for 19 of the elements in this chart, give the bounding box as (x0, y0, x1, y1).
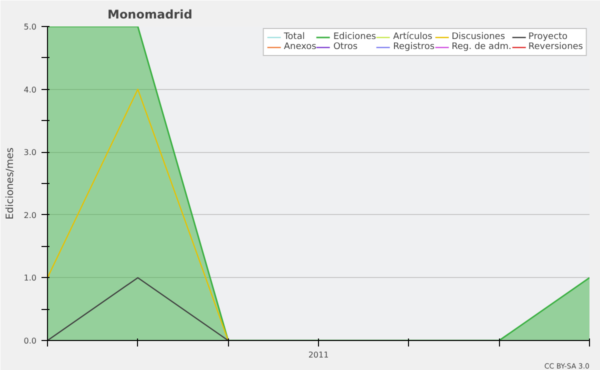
y-axis-title: Ediciones/mes (4, 147, 16, 220)
legend-label: Artículos (393, 32, 432, 42)
legend-label: Discusiones (452, 32, 506, 42)
y-tick-label: 2.0 (24, 210, 37, 220)
y-tick-label: 1.0 (24, 274, 37, 283)
y-tick-label: 3.0 (24, 148, 37, 158)
y-tick-label: 4.0 (24, 85, 37, 94)
legend-label: Anexos (284, 42, 316, 52)
y-tick-label: 5.0 (24, 22, 37, 32)
legend-label: Otros (333, 42, 358, 52)
legend-label: Total (284, 32, 305, 42)
y-tick-label: 0.0 (24, 336, 37, 346)
legend-label: Proyecto (528, 32, 568, 42)
legend-label: Reversiones (528, 42, 583, 52)
legend-label: Ediciones (333, 32, 376, 42)
legend-label: Reg. de adm. (452, 42, 512, 52)
chart-title: Monomadrid (108, 8, 192, 22)
x-tick-label: 2011 (308, 350, 329, 360)
legend-label: Registros (393, 42, 435, 52)
